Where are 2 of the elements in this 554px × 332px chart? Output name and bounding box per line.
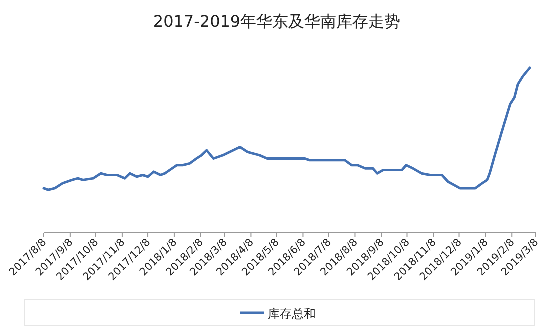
chart-title: 2017-2019年华东及华南库存走势 — [153, 12, 401, 31]
legend-label: 库存总和 — [268, 307, 316, 321]
